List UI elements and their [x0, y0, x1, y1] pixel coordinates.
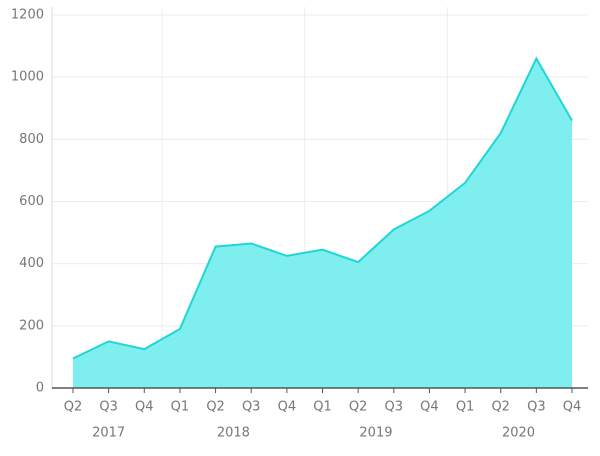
x-tick-label: Q3 [385, 400, 404, 415]
x-tick-label: Q2 [64, 400, 83, 415]
area-line [72, 56, 573, 360]
x-tick-label: Q4 [420, 400, 439, 415]
area [73, 58, 572, 389]
x-tick-label: Q4 [278, 400, 297, 415]
year-label: 2018 [217, 426, 250, 441]
year-label: 2019 [359, 426, 392, 441]
x-tick-label: Q3 [99, 400, 118, 415]
x-tick-label: Q4 [563, 400, 582, 415]
x-tick-label: Q2 [349, 400, 368, 415]
y-tick-label: 800 [19, 132, 44, 147]
x-tick-label: Q3 [527, 400, 546, 415]
y-tick-label: 1200 [11, 8, 44, 23]
y-tick-label: 400 [19, 256, 44, 271]
x-tick-label: Q1 [313, 400, 332, 415]
y-tick-label: 0 [36, 381, 44, 396]
x-tick-label: Q3 [242, 400, 261, 415]
y-tick-label: 1000 [11, 70, 44, 85]
y-tick-label: 200 [19, 318, 44, 333]
y-tick-label: 600 [19, 194, 44, 209]
x-tick-label: Q2 [491, 400, 510, 415]
year-label: 2017 [92, 426, 125, 441]
x-tick-label: Q1 [456, 400, 475, 415]
x-tick-label: Q1 [171, 400, 190, 415]
x-tick-label: Q2 [206, 400, 225, 415]
x-tick-label: Q4 [135, 400, 154, 415]
year-label: 2020 [502, 426, 535, 441]
